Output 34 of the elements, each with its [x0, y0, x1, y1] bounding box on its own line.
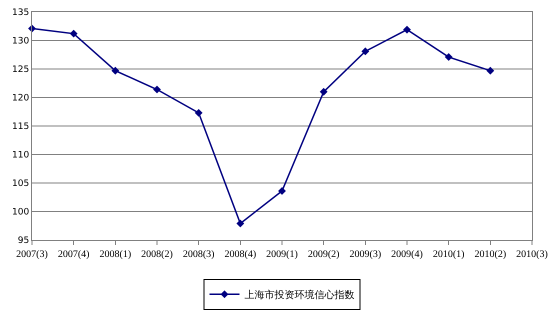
x-tick-label: 2009(1): [266, 249, 298, 260]
x-tick-label: 2008(4): [224, 249, 256, 260]
x-tick-label: 2010(3): [516, 249, 548, 260]
x-tick-label: 2007(4): [58, 249, 90, 260]
x-tick-label: 2010(1): [432, 249, 465, 260]
y-tick-label: 120: [12, 94, 30, 104]
x-tick-label: 2007(3): [16, 249, 48, 260]
x-tick-label: 2009(4): [391, 249, 423, 260]
point: [111, 66, 120, 75]
x-tick-label: 2009(2): [308, 249, 340, 260]
x-tick-label: 2008(2): [141, 249, 173, 260]
point: [403, 26, 411, 34]
y-tick-label: 115: [12, 122, 30, 132]
y-tick-label: 110: [12, 150, 30, 161]
point: [320, 88, 328, 96]
point: [194, 108, 203, 117]
legend-label: 上海市投资环境信心指数: [244, 289, 354, 302]
y-tick-label: 105: [12, 179, 30, 190]
y-tick-label: 95: [18, 236, 30, 246]
point: [486, 66, 494, 75]
point: [278, 187, 286, 195]
y-tick-label: 100: [12, 208, 30, 218]
x-tick-label: 2008(1): [99, 249, 132, 260]
x-tick-label: 2008(3): [182, 249, 215, 260]
point: [444, 53, 453, 61]
point: [236, 220, 244, 228]
point: [70, 30, 78, 38]
point: [153, 86, 161, 94]
point: [361, 47, 370, 56]
x-tick-label: 2009(3): [349, 249, 382, 260]
y-tick-label: 125: [12, 65, 30, 76]
x-tick-label: 2010(2): [474, 249, 506, 260]
y-tick-label: 130: [12, 36, 30, 47]
y-tick-label: 135: [12, 8, 30, 18]
